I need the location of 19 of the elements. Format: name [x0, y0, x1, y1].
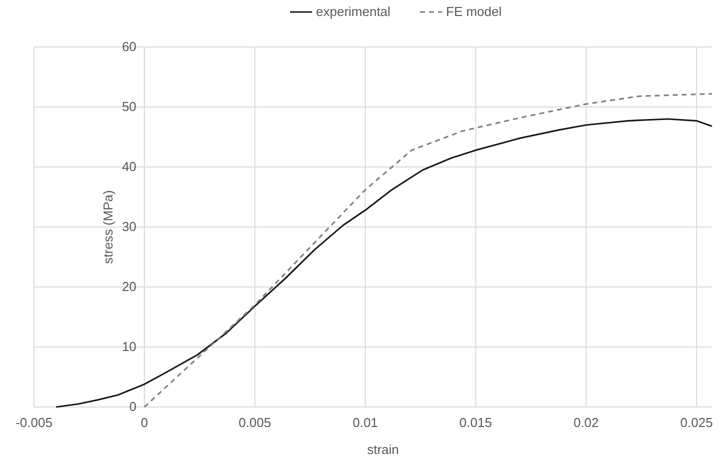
line-series — [144, 93, 713, 408]
x-tick-label: -0.005 — [16, 415, 52, 430]
y-tick-label: 10 — [122, 339, 136, 354]
x-axis-title: strain — [367, 442, 399, 457]
y-tick-label: 30 — [122, 219, 136, 234]
y-tick-label: 40 — [122, 159, 136, 174]
x-tick-label: 0.025 — [680, 415, 713, 430]
y-tick-label: 0 — [129, 399, 136, 414]
y-tick-label: 50 — [122, 99, 136, 114]
legend-label: FE model — [446, 4, 502, 19]
y-axis-title: stress (MPa) — [100, 190, 116, 264]
x-tick-label: 0.005 — [238, 415, 272, 430]
x-tick-label: 0.01 — [352, 415, 378, 430]
x-tick-label: 0 — [140, 415, 148, 430]
legend-label: experimental — [316, 4, 391, 19]
y-tick-label: 20 — [122, 279, 136, 294]
x-tick-label: 0.02 — [573, 415, 599, 430]
x-tick-label: 0.015 — [459, 415, 492, 430]
y-tick-label: 60 — [122, 39, 136, 54]
